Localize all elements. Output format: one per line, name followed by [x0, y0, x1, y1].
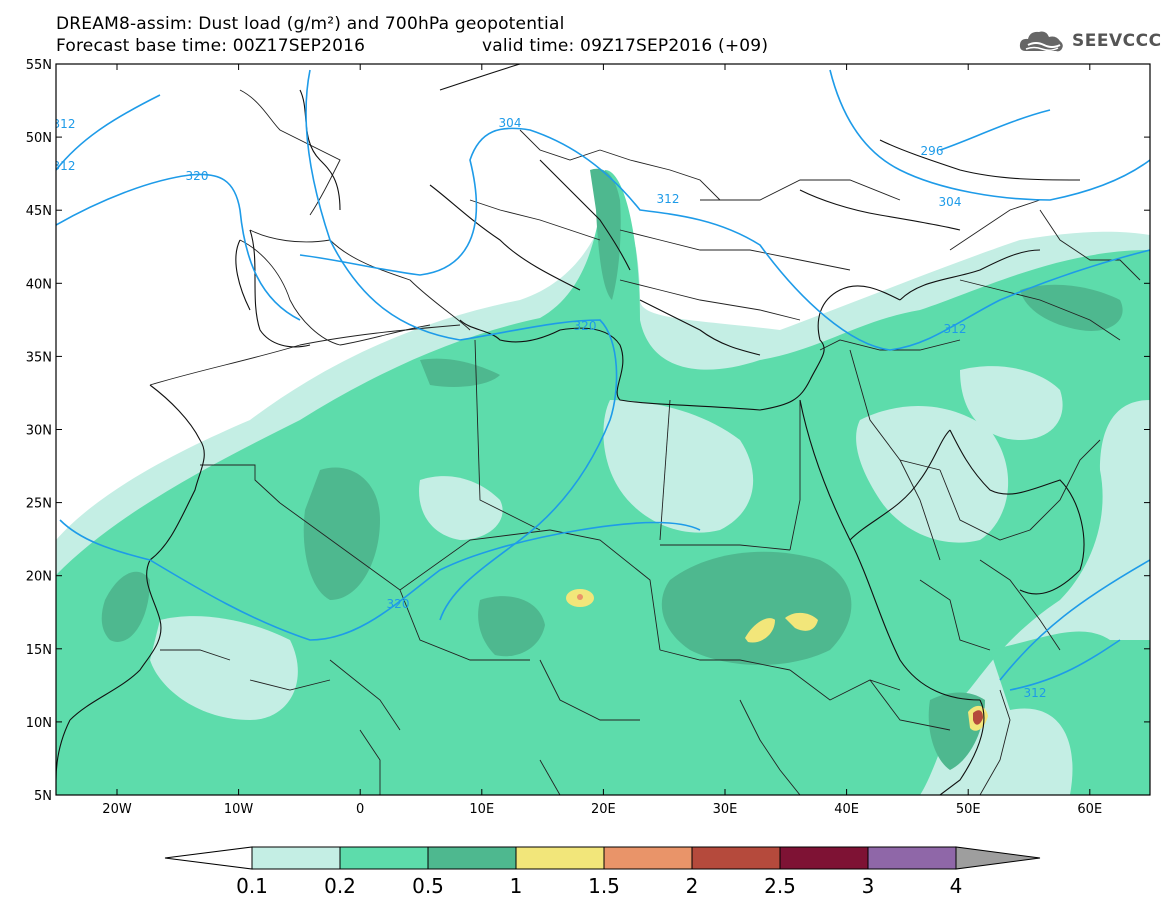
country-borders	[149, 89, 1141, 795]
contour-label: 312	[53, 117, 76, 131]
lat-label: 10N	[26, 716, 52, 731]
colorbar-swatch	[251, 846, 341, 870]
seevccc-logo: SEEVCCC	[1018, 26, 1162, 56]
contour-label: 320	[387, 597, 410, 611]
lon-label: 0	[356, 802, 364, 817]
colorbar-swatch	[691, 846, 781, 870]
geopotential-contours	[56, 69, 1150, 691]
lat-label: 15N	[26, 643, 52, 658]
lat-label: 30N	[26, 424, 52, 439]
contour-label: 312	[1024, 686, 1047, 700]
lat-label: 50N	[26, 131, 52, 146]
clear-area-iran	[960, 366, 1063, 440]
dust-area-0-5-atlantic	[101, 571, 150, 642]
contour-label: 320	[574, 319, 597, 333]
dust-area-0-2-east	[990, 631, 1150, 795]
lon-label: 50E	[956, 802, 981, 817]
colorbar-tick-label: 3	[862, 874, 875, 898]
dust-area-1-sudan	[745, 618, 775, 643]
lat-label: 55N	[26, 58, 52, 73]
lat-label: 25N	[26, 497, 52, 512]
contour-label: 304	[939, 195, 962, 209]
dust-area-1-eritrea	[785, 612, 818, 631]
lat-label: 35N	[26, 350, 52, 365]
lon-label: 20E	[591, 802, 616, 817]
logo-text: SEEVCCC	[1072, 31, 1162, 51]
contour-label: 312	[657, 192, 680, 206]
contour-label: 296	[921, 144, 944, 158]
contour-label: 304	[499, 116, 522, 130]
lon-label: 10E	[469, 802, 494, 817]
dust-area-2-somalia	[973, 710, 983, 725]
valid-time: valid time: 09Z17SEP2016 (+09)	[482, 36, 769, 56]
dust-area-0-5-sudan	[661, 551, 852, 665]
lon-label: 40E	[834, 802, 859, 817]
colorbar-tick-label: 2.5	[764, 874, 796, 898]
contour-label: 312	[944, 322, 967, 336]
clear-area-libya	[603, 400, 754, 533]
lat-label: 40N	[26, 277, 52, 292]
contour-labels: 304 312 320 296 320 312 320 304 312 312 …	[53, 116, 1047, 700]
colorbar-tick-label: 1	[510, 874, 523, 898]
dust-area-1-5-chad	[577, 594, 583, 600]
dust-area-0-5-chad	[478, 596, 545, 657]
clear-area-arabia	[856, 406, 1009, 543]
colorbar-swatch	[603, 846, 693, 870]
colorbar-over-triangle	[955, 846, 1041, 870]
dust-area-0-5-morocco	[420, 358, 500, 387]
dust-area-0-5-caspian	[1020, 284, 1123, 331]
colorbar-tick-label: 2	[686, 874, 699, 898]
contour-label: 320	[186, 169, 209, 183]
colorbar-swatch	[427, 846, 517, 870]
dust-area-0-5-sahel	[303, 467, 380, 600]
clear-area-west-africa	[150, 616, 298, 720]
forecast-time-line: Forecast base time: 00Z17SEP2016 valid ti…	[56, 36, 768, 56]
colorbar-swatch	[339, 846, 429, 870]
lon-label: 10W	[224, 802, 254, 817]
dust-layer-high	[101, 168, 1123, 770]
colorbar-swatch	[515, 846, 605, 870]
latitude-axis: 55N 50N 45N 40N 35N 30N 25N 20N 15N 10N 5N	[26, 58, 1150, 804]
colorbar-tick-label: 0.2	[324, 874, 356, 898]
lat-label: 5N	[34, 789, 52, 804]
forecast-base-time: Forecast base time: 00Z17SEP2016	[56, 36, 366, 56]
lon-label: 30E	[713, 802, 738, 817]
contour-label: 312	[53, 159, 76, 173]
lon-label: 20W	[102, 802, 132, 817]
cloud-logo-icon	[1019, 31, 1063, 52]
longitude-axis: 20W 10W 0 10E 20E 30E 40E 50E 60E	[102, 64, 1102, 817]
lat-label: 45N	[26, 204, 52, 219]
colorbar-tick-label: 0.5	[412, 874, 444, 898]
lat-label: 20N	[26, 570, 52, 585]
colorbar-swatch	[779, 846, 869, 870]
colorbar-tick-label: 4	[950, 874, 963, 898]
map-title: DREAM8-assim: Dust load (g/m²) and 700hP…	[56, 14, 565, 34]
colorbar-under-triangle	[164, 846, 253, 870]
dust-layer-peak	[566, 589, 988, 731]
dust-area-0-5-balkans	[590, 168, 621, 300]
clear-area-algeria	[419, 476, 503, 540]
colorbar-tick-label: 1.5	[588, 874, 620, 898]
lon-label: 60E	[1077, 802, 1102, 817]
colorbar-tick-label: 0.1	[236, 874, 268, 898]
colorbar: 0.1 0.2 0.5 1 1.5 2 2.5 3 4	[164, 846, 1041, 898]
colorbar-swatch	[867, 846, 957, 870]
